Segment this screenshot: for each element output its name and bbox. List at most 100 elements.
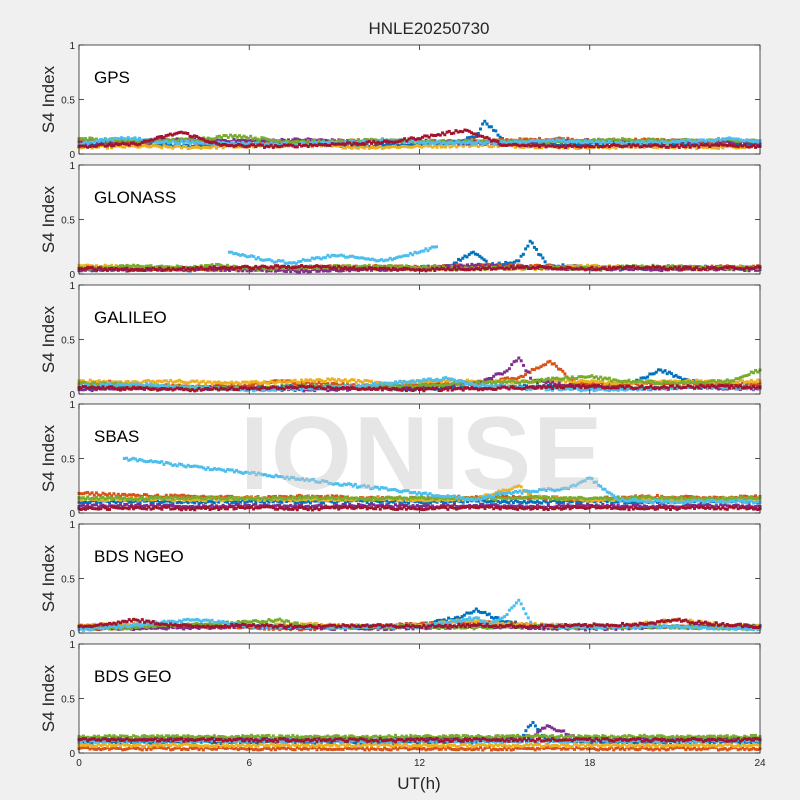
scatter-marker	[508, 261, 512, 265]
scatter-marker	[686, 265, 690, 269]
scatter-marker	[283, 261, 287, 265]
scatter-marker	[354, 142, 358, 145]
scatter-marker	[249, 383, 253, 387]
scatter-marker	[437, 267, 441, 271]
scatter-marker	[365, 140, 369, 144]
scatter-marker	[84, 140, 88, 144]
scatter-marker	[472, 138, 476, 142]
scatter-marker	[649, 138, 653, 142]
scatter-marker	[555, 267, 559, 271]
data-point	[179, 130, 183, 134]
scatter-marker	[258, 143, 262, 147]
scatter-marker	[466, 136, 469, 140]
scatter-marker	[125, 269, 129, 273]
scatter-marker	[684, 145, 688, 149]
scatter-marker	[267, 266, 271, 270]
scatter-marker	[173, 380, 177, 384]
scatter-marker	[442, 139, 445, 142]
scatter-marker	[435, 145, 439, 149]
scatter-marker	[256, 143, 260, 147]
scatter-marker	[267, 145, 271, 149]
scatter-marker	[199, 141, 203, 145]
scatter-marker	[136, 264, 140, 267]
scatter-marker	[265, 265, 269, 269]
scatter-marker	[234, 380, 238, 384]
scatter-marker	[108, 140, 112, 144]
scatter-marker	[581, 267, 585, 271]
scatter-marker	[669, 145, 672, 149]
scatter-marker	[228, 140, 232, 144]
scatter-marker	[122, 137, 126, 141]
scatter-marker	[485, 135, 489, 139]
scatter-marker	[413, 264, 417, 268]
plot-area	[79, 165, 760, 274]
scatter-marker	[138, 142, 142, 146]
scatter-marker	[699, 268, 703, 272]
panel-label: GLONASS	[94, 188, 176, 207]
scatter-marker	[426, 249, 430, 253]
data-point	[105, 142, 109, 146]
scatter-marker	[383, 146, 387, 150]
scatter-marker	[465, 255, 469, 259]
scatter-marker	[717, 382, 720, 386]
scatter-marker	[732, 268, 736, 272]
scatter-marker	[429, 133, 433, 137]
scatter-marker	[79, 137, 83, 141]
scatter-marker	[239, 145, 242, 149]
scatter-marker	[418, 139, 421, 143]
scatter-marker	[269, 143, 273, 147]
scatter-marker	[346, 264, 349, 268]
scatter-marker	[204, 137, 208, 141]
scatter-marker	[629, 142, 633, 146]
scatter-marker	[217, 134, 221, 138]
scatter-marker	[648, 372, 652, 376]
scatter-marker	[88, 138, 92, 142]
scatter-marker	[645, 142, 648, 146]
scatter-marker	[289, 270, 293, 274]
scatter-marker	[479, 141, 483, 145]
scatter-marker	[356, 138, 360, 142]
scatter-marker	[712, 146, 716, 150]
scatter-marker	[546, 263, 550, 267]
scatter-marker	[263, 143, 266, 147]
scatter-marker	[281, 259, 285, 263]
scatter-marker	[199, 146, 203, 150]
scatter-marker	[736, 145, 740, 149]
scatter-marker	[391, 144, 395, 148]
scatter-marker	[236, 266, 240, 270]
scatter-marker	[311, 143, 314, 147]
scatter-marker	[282, 379, 286, 383]
scatter-marker	[664, 267, 668, 271]
scatter-marker	[516, 263, 520, 267]
scatter-marker	[466, 263, 469, 267]
scatter-marker	[469, 251, 473, 255]
scatter-marker	[317, 378, 321, 381]
scatter-marker	[337, 142, 341, 146]
scatter-marker	[533, 144, 537, 148]
scatter-marker	[81, 144, 85, 148]
scatter-marker	[236, 145, 240, 149]
scatter-marker	[123, 267, 127, 271]
scatter-marker	[102, 140, 106, 144]
scatter-marker	[394, 265, 397, 269]
scatter-marker	[466, 268, 469, 272]
scatter-marker	[532, 245, 536, 249]
scatter-marker	[294, 262, 298, 265]
scatter-marker	[311, 141, 314, 145]
scatter-marker	[341, 382, 345, 385]
scatter-marker	[138, 136, 141, 140]
scatter-marker	[232, 384, 236, 388]
scatter-marker	[557, 138, 561, 142]
scatter-marker	[169, 378, 173, 382]
scatter-marker	[717, 267, 720, 271]
scatter-marker	[662, 144, 666, 147]
scatter-marker	[158, 139, 162, 143]
scatter-marker	[151, 138, 155, 142]
scatter-marker	[727, 381, 731, 385]
scatter-marker	[256, 256, 260, 260]
scatter-marker	[151, 266, 155, 270]
scatter-marker	[535, 143, 539, 147]
scatter-marker	[699, 141, 703, 144]
scatter-marker	[306, 141, 310, 145]
scatter-marker	[577, 265, 581, 269]
